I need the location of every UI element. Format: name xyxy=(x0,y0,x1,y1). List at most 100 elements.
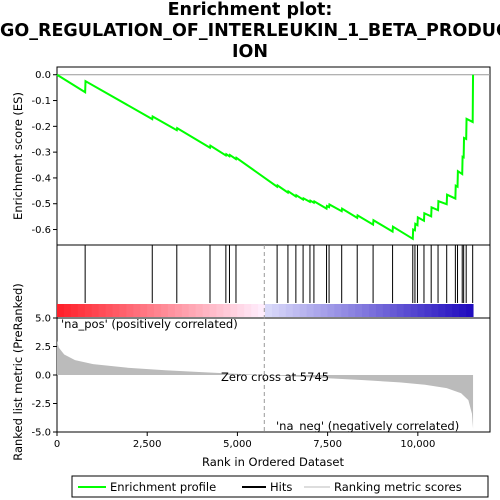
rank-color-segment xyxy=(57,304,65,317)
negative-correlation-label: 'na_neg' (negatively correlated) xyxy=(276,419,459,433)
rank-color-segment xyxy=(77,304,86,317)
rank-color-segment xyxy=(112,304,120,317)
rank-color-segment xyxy=(466,304,474,317)
rank-color-segment xyxy=(306,304,315,317)
title-line-2: GO_REGULATION_OF_INTERLEUKIN_1_BETA_PROD… xyxy=(0,21,500,41)
rank-color-segment xyxy=(195,304,204,317)
rank-color-segment xyxy=(313,304,321,317)
es-y-tick-label: -0.4 xyxy=(31,173,51,184)
rank-color-segment xyxy=(424,304,432,317)
legend-metric-label: Ranking metric scores xyxy=(334,480,462,494)
rank-color-segment xyxy=(251,304,259,317)
rank-color-segment xyxy=(334,304,342,317)
rank-color-segment xyxy=(320,304,328,317)
rank-color-segment xyxy=(147,304,155,317)
metric-y-tick-label: 2.5 xyxy=(35,342,51,353)
rank-color-segment xyxy=(174,304,183,317)
rank-color-segment xyxy=(452,304,460,317)
rank-color-segment xyxy=(355,304,363,317)
metric-panel: 5.0 2.5 0.0 -2.5 -5.0 'na_pos' (positively c… xyxy=(31,245,491,439)
rank-color-segment xyxy=(327,304,335,317)
rank-color-segment xyxy=(285,304,294,317)
plot-title: Enrichment plot: GO_REGULATION_OF_INTERL… xyxy=(0,0,500,63)
rank-color-segment xyxy=(389,304,398,317)
legend-hits-label: Hits xyxy=(270,480,292,494)
x-tick-label: 0 xyxy=(54,439,60,450)
rank-color-segment xyxy=(133,304,141,317)
rank-color-segment xyxy=(70,304,79,317)
rank-color-segment xyxy=(167,304,176,317)
rank-color-segment xyxy=(362,304,370,317)
es-y-tick-label: 0.0 xyxy=(35,70,51,81)
es-y-tick-label: -0.2 xyxy=(31,122,51,133)
x-axis-ticks: 0 2,500 5,000 7,500 10,000 xyxy=(54,432,435,450)
rank-color-segment xyxy=(438,304,446,317)
rank-color-segment xyxy=(403,304,412,317)
rank-color-segment xyxy=(230,304,238,317)
rank-color-segment xyxy=(126,304,134,317)
rank-color-segment xyxy=(348,304,356,317)
rank-color-segment xyxy=(181,304,190,317)
title-line-1: Enrichment plot: xyxy=(167,0,333,20)
rank-color-segment xyxy=(341,304,349,317)
legend-box xyxy=(71,475,489,498)
x-axis-label: Rank in Ordered Dataset xyxy=(202,455,345,469)
rank-color-segment xyxy=(265,304,273,317)
rank-color-segment xyxy=(417,304,426,317)
rank-color-segment xyxy=(154,304,162,317)
rank-color-segment xyxy=(98,304,107,317)
legend: Enrichment profile Hits Ranking metric s… xyxy=(71,475,489,498)
x-tick-label: 10,000 xyxy=(400,439,435,450)
rank-color-segment xyxy=(445,304,453,317)
es-y-axis-label: Enrichment score (ES) xyxy=(11,92,25,220)
es-y-ticks: 0.0 -0.1 -0.2 -0.3 -0.4 -0.5 -0.6 xyxy=(31,70,57,236)
rank-color-segment xyxy=(188,304,197,317)
rank-color-segment xyxy=(237,304,245,317)
rank-color-segment xyxy=(161,304,169,317)
x-tick-label: 7,500 xyxy=(313,439,342,450)
rank-color-segment xyxy=(382,304,391,317)
rank-color-segment xyxy=(202,304,211,317)
rank-color-segment xyxy=(223,304,231,317)
x-tick-label: 2,500 xyxy=(133,439,162,450)
es-panel-frame xyxy=(56,66,491,246)
es-y-tick-label: -0.1 xyxy=(31,96,51,107)
legend-es-label: Enrichment profile xyxy=(110,480,216,494)
rank-color-segment xyxy=(431,304,439,317)
rank-color-segment xyxy=(244,304,252,317)
rank-color-segment xyxy=(459,304,467,317)
metric-y-axis-label: Ranked list metric (PreRanked) xyxy=(11,283,25,461)
rank-color-segment xyxy=(292,304,301,317)
title-line-3: ION xyxy=(231,42,269,62)
hits-panel xyxy=(56,244,491,319)
metric-y-ticks: 5.0 2.5 0.0 -2.5 -5.0 xyxy=(31,314,57,439)
positive-correlation-label: 'na_pos' (positively correlated) xyxy=(61,317,238,331)
rank-color-segment xyxy=(410,304,419,317)
enrichment-profile-line xyxy=(56,73,475,241)
metric-y-tick-label: -2.5 xyxy=(31,399,51,410)
hit-markers xyxy=(84,245,474,303)
metric-y-tick-label: -5.0 xyxy=(31,428,51,439)
es-y-tick-label: -0.3 xyxy=(31,148,51,159)
rank-color-segment xyxy=(369,304,377,317)
rank-color-segment xyxy=(209,304,217,317)
rank-color-segment xyxy=(105,304,113,317)
rank-color-segment xyxy=(216,304,224,317)
es-panel: 0.0 -0.1 -0.2 -0.3 -0.4 -0.5 -0.6 xyxy=(31,66,491,246)
es-y-tick-label: -0.5 xyxy=(31,199,51,210)
rank-color-segment xyxy=(84,304,93,317)
x-tick-label: 5,000 xyxy=(223,439,252,450)
rank-color-segment xyxy=(91,304,100,317)
rank-color-segment xyxy=(271,304,280,317)
rank-color-segment xyxy=(258,304,266,317)
metric-y-tick-label: 5.0 xyxy=(35,314,51,325)
rank-color-segment xyxy=(119,304,127,317)
rank-color-segment xyxy=(140,304,148,317)
rank-color-segment xyxy=(299,304,308,317)
es-y-tick-label: -0.6 xyxy=(31,225,51,236)
rank-color-bar xyxy=(57,304,474,317)
metric-y-tick-label: 0.0 xyxy=(35,371,51,382)
rank-color-segment xyxy=(396,304,405,317)
rank-color-segment xyxy=(278,304,287,317)
